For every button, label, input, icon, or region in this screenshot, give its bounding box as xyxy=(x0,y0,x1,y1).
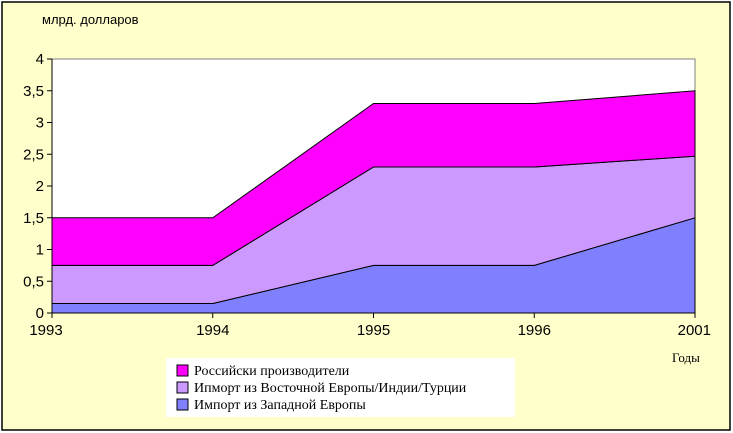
area-series-3 xyxy=(51,90,696,266)
legend-label: Ипморт из Восточной Европы/Индии/Турции xyxy=(194,381,467,396)
y-tick-label: 2,5 xyxy=(23,146,44,163)
y-axis-label: млрд. долларов xyxy=(42,12,139,27)
x-axis-label: Годы xyxy=(672,350,700,365)
y-tick-label: 4 xyxy=(36,51,44,68)
y-tick-group: 0 0,5 1 1,5 2 2,5 3 3,5 4 xyxy=(23,51,52,322)
y-tick-label: 2 xyxy=(36,178,44,195)
legend: Российски производители Ипморт из Восточн… xyxy=(166,358,515,417)
legend-items: Российски производители Ипморт из Восточн… xyxy=(176,364,467,413)
legend-label: Российски производители xyxy=(194,364,350,379)
legend-box xyxy=(166,358,515,417)
legend-label: Импорт из Западной Европы xyxy=(194,398,366,413)
legend-swatch xyxy=(176,364,189,377)
legend-swatch xyxy=(176,398,189,411)
x-tick-label: 1995 xyxy=(357,322,390,339)
y-tick-label: 3,5 xyxy=(23,83,44,100)
y-tick-label: 0,5 xyxy=(23,273,44,290)
x-tick-label: 1996 xyxy=(518,322,551,339)
area-series-group xyxy=(51,90,696,314)
x-tick-group: 1993 1994 1995 1996 2001 xyxy=(29,313,711,339)
x-tick-label: 1993 xyxy=(29,322,62,339)
y-tick-label: 1,5 xyxy=(23,210,44,227)
x-tick-label: 2001 xyxy=(678,322,711,339)
x-tick-label: 1994 xyxy=(196,322,229,339)
legend-swatch xyxy=(176,381,189,394)
y-tick-label: 1 xyxy=(36,242,44,259)
y-tick-label: 3 xyxy=(36,115,44,132)
y-tick-label: 0 xyxy=(36,305,44,322)
